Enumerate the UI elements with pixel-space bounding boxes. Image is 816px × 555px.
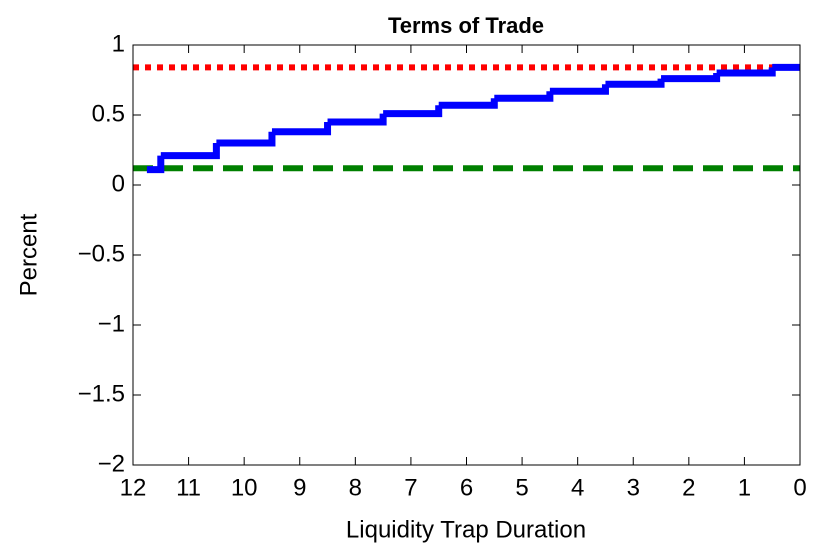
x-tick-label: 11 [176,474,201,501]
step-segment [383,105,443,118]
y-tick-label: 0.5 [92,100,125,127]
x-tick-label: 3 [627,474,640,501]
x-tick-label: 9 [293,474,306,501]
y-axis-label: Percent [15,213,42,296]
y-tick-label: −1 [98,310,125,337]
y-tick-label: 1 [112,30,125,57]
x-axis-label: Liquidity Trap Duration [346,516,586,543]
x-tick-label: 4 [571,474,584,501]
plot-frame [132,44,801,466]
step-segment [146,155,165,174]
x-tick-label: 2 [682,474,695,501]
chart-title: Terms of Trade [388,13,544,38]
x-tick-label: 10 [231,474,258,501]
step-segment [160,143,220,160]
x-tick-label: 7 [404,474,417,501]
y-tick-label: −1.5 [78,380,125,407]
step-segment [716,67,776,77]
x-tick-label: 0 [793,474,806,501]
y-tick-label: −2 [98,450,125,477]
step-segment [216,131,276,147]
x-tick-label: 8 [349,474,362,501]
x-tick-label: 5 [515,474,528,501]
x-tick-label: 6 [460,474,473,501]
y-tick-label: 0 [112,170,125,197]
step-segment [549,84,609,95]
x-tick-label: 1 [738,474,751,501]
x-tick-label: 12 [120,474,147,501]
y-tick-label: −0.5 [78,240,125,267]
